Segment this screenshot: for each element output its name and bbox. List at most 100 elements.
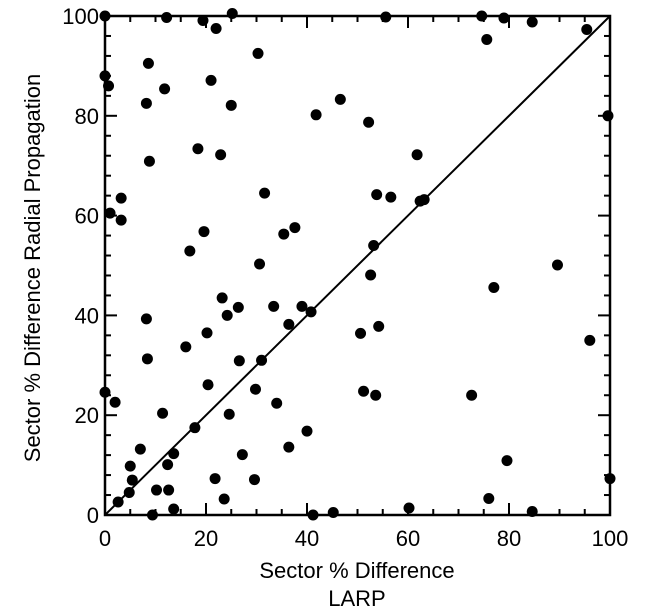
data-point bbox=[126, 474, 138, 486]
data-point bbox=[140, 313, 152, 325]
data-point bbox=[205, 74, 217, 86]
data-point bbox=[278, 228, 290, 240]
data-point bbox=[283, 441, 295, 453]
data-point bbox=[501, 455, 513, 467]
data-point bbox=[201, 327, 213, 339]
data-point bbox=[327, 507, 339, 519]
data-point bbox=[252, 47, 264, 59]
y-tick-label: 100 bbox=[62, 4, 99, 29]
data-point bbox=[301, 425, 313, 437]
data-point bbox=[363, 116, 375, 128]
y-tick-label: 0 bbox=[87, 503, 99, 528]
data-point bbox=[483, 493, 495, 505]
x-tick-label: 40 bbox=[295, 526, 319, 551]
data-point bbox=[123, 487, 135, 499]
axis-ticks bbox=[104, 15, 611, 516]
data-point bbox=[248, 474, 260, 486]
data-point bbox=[305, 306, 317, 318]
data-point bbox=[232, 301, 244, 313]
data-point bbox=[225, 99, 237, 111]
data-point bbox=[115, 192, 127, 204]
x-tick-labels: 0 20 40 60 80 100 bbox=[99, 526, 628, 551]
data-point bbox=[355, 327, 367, 339]
data-point bbox=[109, 396, 121, 408]
data-point bbox=[189, 422, 201, 434]
data-point bbox=[259, 187, 271, 199]
data-point bbox=[368, 240, 380, 252]
data-point bbox=[551, 259, 563, 271]
y-tick-label: 80 bbox=[75, 104, 99, 129]
data-point bbox=[498, 12, 510, 24]
data-point bbox=[157, 407, 169, 419]
x-tick-label: 0 bbox=[99, 526, 111, 551]
data-point bbox=[403, 502, 415, 514]
data-point bbox=[221, 309, 233, 321]
data-point bbox=[215, 149, 227, 161]
x-axis-title: Sector % Difference bbox=[259, 558, 454, 583]
x-tick-label: 60 bbox=[396, 526, 420, 551]
data-point bbox=[162, 459, 174, 471]
data-point bbox=[159, 83, 171, 95]
data-point bbox=[371, 189, 383, 201]
data-point bbox=[249, 383, 261, 395]
data-point bbox=[271, 397, 283, 409]
data-point bbox=[168, 448, 180, 460]
y-tick-label: 60 bbox=[75, 204, 99, 229]
data-point bbox=[365, 269, 377, 281]
data-point bbox=[198, 226, 210, 238]
y-tick-label: 40 bbox=[75, 303, 99, 328]
data-point bbox=[466, 389, 478, 401]
data-point bbox=[256, 354, 268, 366]
data-point bbox=[192, 143, 204, 155]
identity-reference-line bbox=[104, 15, 611, 516]
x-tick-label: 80 bbox=[497, 526, 521, 551]
y-tick-labels: 0 20 40 60 80 100 bbox=[62, 4, 99, 528]
data-point bbox=[411, 149, 423, 161]
data-point bbox=[268, 300, 280, 312]
data-point bbox=[210, 22, 222, 34]
data-point bbox=[296, 300, 308, 312]
data-point bbox=[163, 484, 175, 496]
data-point bbox=[143, 155, 155, 167]
data-point bbox=[488, 281, 500, 293]
data-point bbox=[216, 292, 228, 304]
data-point bbox=[218, 493, 230, 505]
data-point bbox=[584, 334, 596, 346]
data-point bbox=[202, 379, 214, 391]
data-point bbox=[124, 460, 136, 472]
x-tick-label: 100 bbox=[592, 526, 629, 551]
data-point bbox=[233, 355, 245, 367]
data-point bbox=[526, 16, 538, 28]
data-point bbox=[254, 258, 266, 270]
data-point bbox=[310, 109, 322, 121]
data-point bbox=[140, 97, 152, 109]
data-point bbox=[115, 214, 127, 226]
data-point bbox=[370, 389, 382, 401]
data-point bbox=[418, 194, 430, 206]
data-point bbox=[385, 191, 397, 203]
y-tick-label: 20 bbox=[75, 403, 99, 428]
data-point bbox=[141, 353, 153, 365]
data-point bbox=[161, 11, 173, 23]
data-point bbox=[289, 222, 301, 234]
data-point bbox=[184, 245, 196, 257]
y-axis-title: Sector % Difference Radial Propagation bbox=[20, 74, 45, 462]
x-axis-subtitle: LARP bbox=[328, 586, 385, 611]
data-point bbox=[209, 473, 221, 485]
data-point bbox=[236, 449, 248, 461]
data-point bbox=[283, 318, 295, 330]
data-point bbox=[151, 484, 163, 496]
data-point bbox=[358, 385, 370, 397]
data-point bbox=[481, 33, 493, 45]
data-point bbox=[180, 341, 192, 353]
data-point bbox=[373, 320, 385, 332]
data-point bbox=[334, 93, 346, 105]
data-point bbox=[223, 408, 235, 420]
data-point bbox=[226, 8, 238, 20]
data-point bbox=[142, 57, 154, 69]
data-point bbox=[112, 496, 124, 508]
data-point bbox=[134, 443, 146, 455]
x-tick-label: 20 bbox=[194, 526, 218, 551]
data-point bbox=[581, 23, 593, 35]
